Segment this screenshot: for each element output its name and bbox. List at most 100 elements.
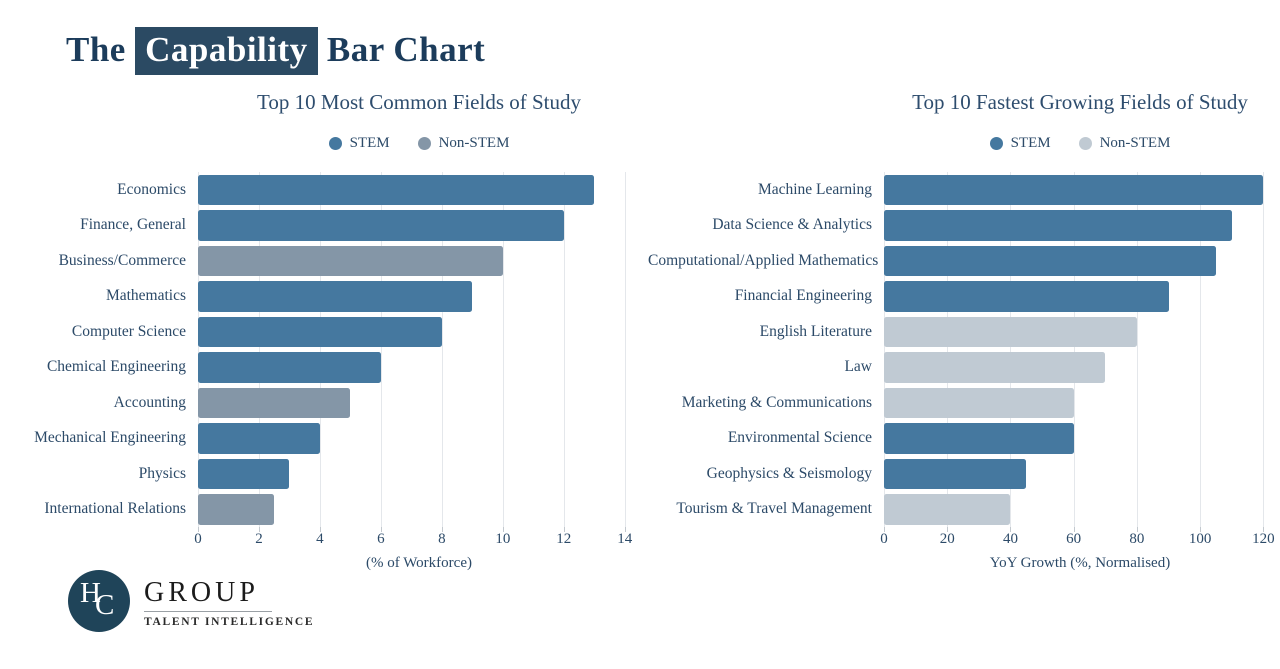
- gridline: [624, 172, 626, 528]
- bar: [884, 174, 1264, 206]
- category-label: Environmental Science: [727, 429, 872, 447]
- bar: [198, 458, 290, 490]
- bar: [884, 458, 1027, 490]
- category-label: Mathematics: [105, 287, 186, 305]
- bar-track: [198, 243, 640, 279]
- axis-tick: [319, 527, 321, 533]
- axis-tick-label: 6: [377, 531, 385, 548]
- axis-tick: [1010, 527, 1012, 533]
- category-label: Geophysics & Seismology: [706, 464, 872, 482]
- bar: [198, 281, 473, 312]
- axis-tick-label: 20: [939, 531, 955, 548]
- bar-track: [884, 492, 1276, 528]
- axis-tick: [258, 527, 260, 533]
- bar-track: [884, 421, 1276, 457]
- logo-letter-c: C: [95, 589, 115, 621]
- bar: [198, 423, 320, 454]
- axis-tick: [947, 527, 949, 533]
- bar-rows: Economics Finance, General Business/Commer…: [0, 172, 648, 527]
- hc-monogram-icon: H C: [68, 570, 130, 632]
- bar-track: [198, 350, 640, 386]
- bar: [884, 423, 1074, 454]
- legend: STEM Non-STEM: [198, 135, 640, 151]
- hc-group-logo: H C GROUP TALENT INTELLIGENCE: [68, 570, 314, 632]
- legend-dot-icon: [1078, 136, 1092, 150]
- axis-tick-label: 80: [1129, 531, 1145, 548]
- chart-fastest-growing-fields: Top 10 Fastest Growing Fields of Study S…: [648, 90, 1280, 572]
- title-prefix: The: [66, 30, 126, 69]
- axis-tick-label: 10: [495, 531, 511, 548]
- chart-row: Economics: [0, 172, 648, 208]
- chart-row: International Relations: [0, 492, 648, 528]
- bar-track: [198, 421, 640, 457]
- chart-row: Data Science & Analytics: [648, 208, 1280, 244]
- legend-item-stem: STEM: [989, 134, 1051, 152]
- category-label: Accounting: [113, 393, 186, 411]
- axis-tick-label: 40: [1002, 531, 1018, 548]
- chart-row: Accounting: [0, 385, 648, 421]
- category-label: Mechanical Engineering: [34, 429, 186, 447]
- gridline: [1200, 172, 1202, 528]
- category-label: Data Science & Analytics: [712, 216, 872, 234]
- logo-group-wordmark: GROUP: [144, 576, 259, 608]
- chart-row: Law: [648, 350, 1280, 386]
- axis-tick-label: 2: [255, 531, 263, 548]
- gridline: [258, 172, 260, 528]
- bar-track: [884, 385, 1276, 421]
- bar-track: [884, 350, 1276, 386]
- category-label: Financial Engineering: [734, 287, 872, 305]
- plot-area: Machine Learning Data Science & Analytics…: [648, 172, 1280, 528]
- legend-label: STEM: [349, 134, 390, 151]
- x-axis: 0 2 4 6 8 10 12 14: [194, 527, 640, 551]
- bar-track: [198, 279, 640, 315]
- bar-track: [198, 208, 640, 244]
- gridline: [1136, 172, 1138, 528]
- category-label: Economics: [117, 180, 186, 198]
- bar-track: [884, 208, 1276, 244]
- category-label: Chemical Engineering: [46, 358, 186, 376]
- gridline: [563, 172, 565, 528]
- gridline: [441, 172, 443, 528]
- axis-tick-label: 120: [1252, 531, 1275, 548]
- gridlines: [198, 172, 640, 528]
- logo-text: GROUP TALENT INTELLIGENCE: [144, 575, 314, 628]
- category-label: Law: [844, 358, 872, 376]
- title-suffix: Bar Chart: [326, 30, 486, 69]
- bar: [884, 494, 1011, 525]
- bar-track: [198, 172, 640, 208]
- category-label: English Literature: [759, 322, 872, 340]
- legend-label: Non-STEM: [1099, 134, 1171, 151]
- logo-letter-h: H: [80, 577, 101, 609]
- gridline: [1010, 172, 1012, 528]
- category-label: Computer Science: [71, 322, 186, 340]
- gridline: [947, 172, 949, 528]
- bar-track: [884, 279, 1276, 315]
- axis-tick-label: 12: [556, 531, 572, 548]
- bar: [884, 281, 1169, 312]
- bar-track: [198, 385, 640, 421]
- bar: [198, 174, 595, 206]
- gridline: [502, 172, 504, 528]
- chart-row: English Literature: [648, 314, 1280, 350]
- axis-tick: [380, 527, 382, 533]
- logo-tagline: TALENT INTELLIGENCE: [144, 615, 315, 628]
- bar-rows: Machine Learning Data Science & Analytics…: [648, 172, 1280, 527]
- legend-label: STEM: [1010, 134, 1051, 151]
- category-label: Machine Learning: [757, 180, 872, 198]
- chart-row: Business/Commerce: [0, 243, 648, 279]
- bar: [884, 245, 1216, 277]
- chart-row: Mathematics: [0, 279, 648, 315]
- bar-track: [884, 243, 1276, 279]
- gridline: [319, 172, 321, 528]
- legend-item-non-stem: Non-STEM: [1078, 134, 1171, 152]
- axis-tick-label: 100: [1188, 531, 1212, 548]
- page-title: The Capability Bar Chart: [66, 27, 1280, 75]
- bar: [884, 387, 1074, 419]
- gridline: [380, 172, 382, 528]
- axis-tick: [1263, 527, 1265, 533]
- gridlines: [884, 172, 1276, 528]
- chart-most-common-fields: Top 10 Most Common Fields of Study STEM N…: [0, 90, 648, 572]
- category-label: International Relations: [44, 500, 186, 518]
- x-axis-label: YoY Growth (%, Normalised): [989, 555, 1171, 572]
- plot-area: Economics Finance, General Business/Commer…: [0, 172, 648, 528]
